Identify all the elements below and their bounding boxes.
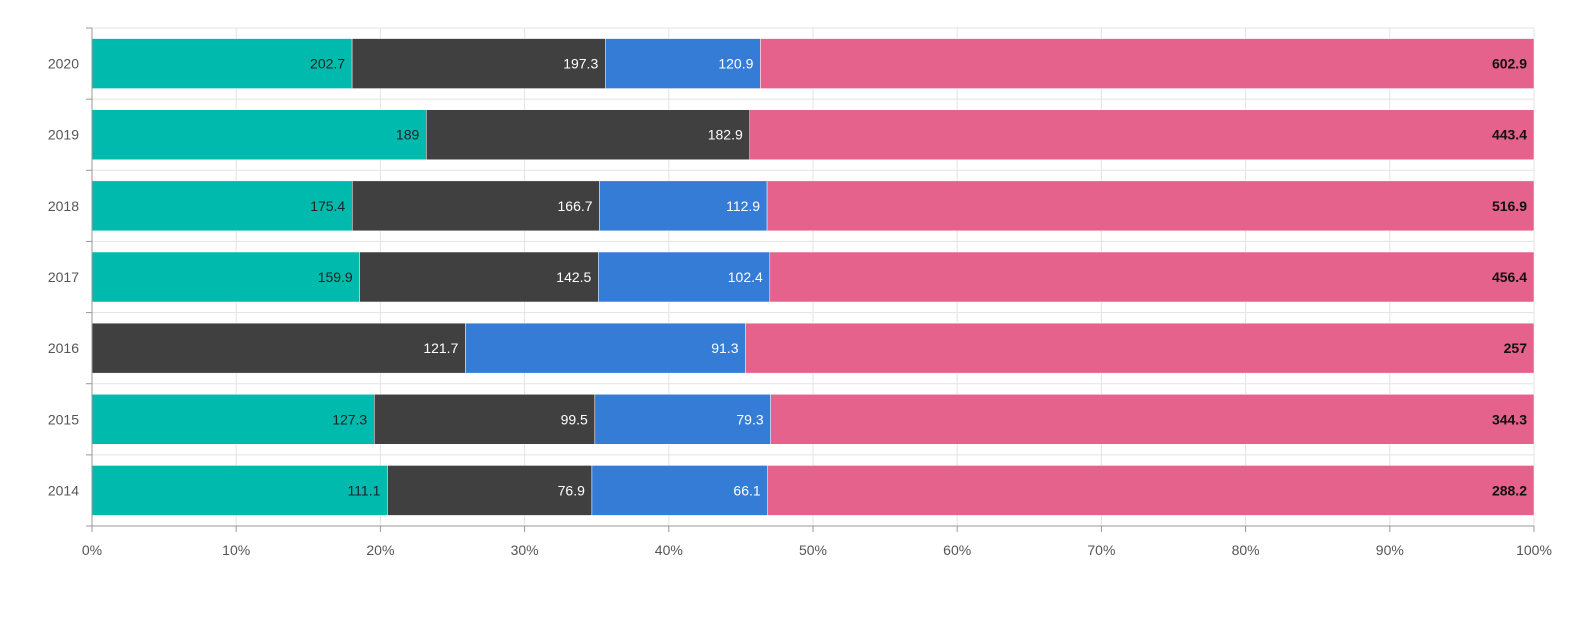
x-tick-label: 100% (1516, 542, 1552, 558)
data-value-label: 121.7 (423, 340, 458, 356)
data-value-label: 189 (396, 127, 420, 143)
data-value-label: 111.1 (347, 482, 380, 498)
total-value-label: 516.9 (1492, 198, 1527, 214)
bar-segment (769, 251, 1535, 303)
data-value-label: 182.9 (708, 127, 743, 143)
x-tick-label: 20% (366, 542, 394, 558)
bar-segment (591, 465, 768, 516)
bar-segment (465, 322, 746, 374)
bar-segment (745, 322, 1535, 374)
x-tick-label: 90% (1376, 542, 1404, 558)
bar-segment (91, 109, 427, 160)
x-tick-label: 50% (799, 542, 827, 558)
x-tick-label: 30% (511, 542, 539, 558)
bar-segment (91, 394, 375, 445)
data-value-label: 202.7 (310, 56, 345, 72)
bar-segment (91, 180, 353, 232)
total-value-label: 288.2 (1492, 482, 1527, 498)
bar-segment (359, 251, 599, 303)
bar-segment (351, 180, 600, 232)
y-tick-label: 2017 (48, 269, 79, 285)
x-tick-label: 10% (222, 542, 250, 558)
bar-segment (91, 38, 353, 89)
data-value-label: 66.1 (733, 482, 760, 498)
bar-segment (91, 251, 360, 303)
y-tick-label: 2015 (48, 411, 79, 427)
x-tick-label: 40% (655, 542, 683, 558)
total-value-label: 456.4 (1492, 269, 1527, 285)
data-value-label: 79.3 (736, 411, 763, 427)
bar-segment (599, 180, 768, 232)
data-value-label: 102.4 (728, 269, 763, 285)
bars (91, 38, 1535, 516)
bar-segment (760, 38, 1535, 89)
data-value-label: 91.3 (711, 340, 738, 356)
data-value-label: 175.4 (310, 198, 345, 214)
data-value-label: 112.9 (726, 198, 760, 214)
data-value-label: 166.7 (558, 198, 593, 214)
y-tick-label: 2018 (48, 198, 79, 214)
x-tick-label: 60% (943, 542, 971, 558)
bar-segment (766, 180, 1535, 232)
data-value-label: 120.9 (718, 56, 753, 72)
bar-segment (767, 465, 1535, 516)
data-value-label: 99.5 (561, 411, 588, 427)
total-value-label: 344.3 (1492, 411, 1527, 427)
total-value-label: 443.4 (1492, 127, 1527, 143)
data-value-label: 76.9 (558, 482, 585, 498)
data-value-label: 159.9 (318, 269, 353, 285)
bar-segment (91, 465, 388, 516)
x-tick-label: 80% (1232, 542, 1260, 558)
bar-segment (373, 394, 596, 445)
data-labels: 202.7 197.3 120.9 602.9 189 182.9 443.4 175.4 16… (310, 56, 1527, 499)
axes: 0% 10% 20% 30% 40% 50% 60% 70% 80% 90% 100% 2020 201… (48, 27, 1552, 558)
bar-segment (749, 109, 1535, 160)
y-tick-label: 2019 (48, 127, 79, 143)
bar-segment (426, 109, 751, 160)
total-value-label: 602.9 (1492, 56, 1527, 72)
data-value-label: 142.5 (556, 269, 591, 285)
x-tick-label: 70% (1087, 542, 1115, 558)
data-value-label: 127.3 (332, 411, 367, 427)
bar-segment (351, 38, 606, 89)
y-tick-label: 2020 (48, 56, 79, 72)
x-tick-label: 0% (82, 542, 102, 558)
data-value-label: 197.3 (563, 56, 598, 72)
bar-segment (605, 38, 761, 89)
bar-segment (770, 394, 1535, 445)
y-tick-label: 2016 (48, 340, 79, 356)
y-tick-label: 2014 (48, 482, 79, 498)
bar-segment (598, 251, 771, 303)
total-value-label: 257 (1504, 340, 1528, 356)
bar-segment (91, 322, 466, 374)
